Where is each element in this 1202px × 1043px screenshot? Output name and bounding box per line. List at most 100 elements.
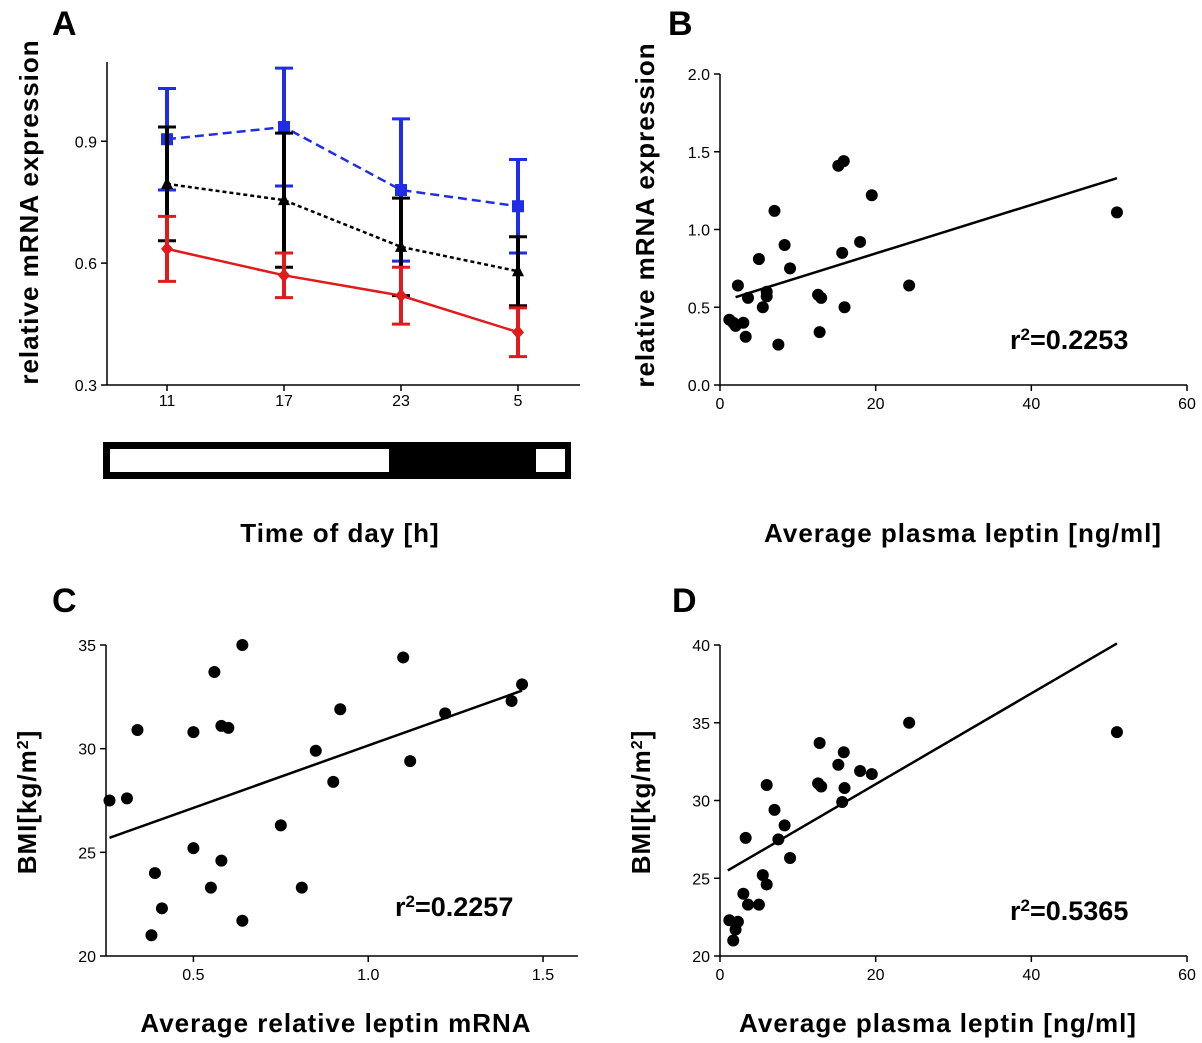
panel-b-ylabel: relative mRNA expression — [630, 42, 660, 387]
panel-a-light-segment — [536, 449, 565, 472]
panel-d-point — [760, 778, 773, 791]
panel-d-point — [731, 915, 744, 928]
panel-d-ytick-label: 40 — [692, 638, 710, 655]
panel-a-point — [395, 239, 407, 252]
panel-a-point — [512, 200, 524, 213]
panel-b-point — [731, 279, 744, 292]
panel-a-point — [512, 325, 524, 340]
panel-b-point — [756, 301, 769, 314]
panel-d-point — [739, 831, 752, 844]
panel-b-fit-line — [735, 176, 1118, 299]
panel-c-point — [222, 721, 235, 734]
panel-a-xtick-label: 5 — [514, 393, 523, 410]
panel-c-point — [309, 744, 322, 757]
panel-a-point — [278, 193, 290, 206]
panel-d-ytick-label: 30 — [692, 794, 710, 811]
panel-d-point — [815, 780, 828, 793]
panel-d-ytick-label: 25 — [692, 871, 710, 888]
panel-c-ytick-label: 35 — [78, 638, 96, 655]
panel-a-series-line — [166, 182, 519, 273]
panel-c-point — [404, 755, 417, 768]
panel-a-xtick-label: 23 — [392, 393, 410, 410]
panel-c-ytick-label: 25 — [78, 845, 96, 862]
panel-c-point — [505, 694, 518, 707]
panel-b-ytick-label: 1.0 — [688, 223, 710, 240]
panel-label-d: D — [672, 582, 697, 620]
panel-d-point — [854, 764, 867, 777]
panel-b-point — [768, 204, 781, 217]
panel-c-fit-line — [109, 689, 523, 839]
panel-a-point — [278, 121, 290, 134]
panel-c-point — [274, 819, 287, 832]
panel-b-point — [772, 338, 785, 351]
panel-d-xtick-label: 0 — [716, 967, 725, 984]
panel-d-point — [837, 746, 850, 759]
panel-d-xlabel: Average plasma leptin [ng/ml] — [739, 1008, 1137, 1038]
panel-b-point — [903, 279, 916, 292]
panel-b-ytick-label: 0.5 — [688, 300, 710, 317]
panel-c-xtick-label: 1.0 — [357, 967, 379, 984]
panel-d-point — [778, 819, 791, 832]
panel-b-point — [865, 189, 878, 202]
panel-d-point — [813, 736, 826, 749]
panel-a-xtick-label: 11 — [159, 393, 176, 410]
panel-a-light-segment — [110, 449, 389, 472]
panel-a-series-line — [166, 125, 519, 208]
panel-c-point — [187, 726, 200, 739]
panel-d-point — [737, 887, 750, 900]
panel-c-ylabel: BMI[kg/m2] — [12, 730, 42, 875]
panel-a-point — [395, 184, 407, 196]
panel-c-point — [155, 902, 168, 915]
panel-label-c: C — [52, 582, 77, 620]
panel-label-a: A — [52, 5, 77, 43]
panel-b-point — [815, 291, 828, 304]
panel-b-point — [760, 290, 773, 303]
panel-c-point — [295, 881, 308, 894]
panel-c-point — [215, 854, 228, 867]
panel-d-xtick-label: 40 — [1022, 967, 1040, 984]
panel-c-point — [148, 867, 161, 880]
panel-a-point — [395, 288, 407, 303]
panel-b-ytick-label: 0.0 — [688, 378, 710, 395]
panel-d-point — [760, 878, 773, 891]
panel-c-point — [236, 639, 249, 651]
panel-d-ylabel: BMI[kg/m2] — [626, 730, 656, 875]
panel-d-point — [727, 934, 740, 947]
panel-b-xlabel: Average plasma leptin [ng/ml] — [764, 518, 1162, 548]
panel-b-xtick-label: 20 — [867, 396, 885, 413]
panel-d-point — [756, 869, 769, 882]
panel-b-ytick-label: 1.5 — [688, 145, 710, 162]
panel-a-point — [161, 176, 173, 189]
panel-a-ytick-label: 0.9 — [75, 134, 97, 151]
panel-a-point — [278, 268, 290, 283]
panel-a-series-line — [166, 247, 519, 334]
panel-c-xlabel: Average relative leptin mRNA — [140, 1008, 531, 1038]
panel-b-xtick-label: 40 — [1022, 396, 1040, 413]
panel-b-point — [784, 262, 797, 275]
panel-b-point — [1110, 206, 1123, 219]
panel-d-fit-line — [727, 642, 1118, 872]
panel-b-point — [778, 239, 791, 252]
panel-c-point — [131, 724, 144, 737]
panel-d-ytick-label: 35 — [692, 716, 710, 733]
panel-b-point — [752, 253, 765, 266]
panel-c-point — [120, 792, 133, 805]
panel-c-point — [397, 651, 410, 664]
panel-label-b: B — [668, 5, 693, 43]
panel-c-point — [145, 929, 158, 942]
panel-b-ytick-label: 2.0 — [688, 67, 710, 84]
panel-d-point — [865, 768, 878, 781]
panel-c-ytick-label: 30 — [78, 742, 96, 759]
panel-c-point — [327, 775, 340, 788]
panel-c-ytick-label: 20 — [78, 949, 96, 966]
panel-b-r2: r2=0.2253 — [1010, 325, 1128, 356]
panel-b-point — [854, 235, 867, 248]
panel-d-xtick-label: 60 — [1178, 967, 1196, 984]
panel-b-point — [737, 316, 750, 329]
panel-c-point — [103, 794, 116, 807]
panel-d-xtick-label: 20 — [867, 967, 885, 984]
panel-c-r2: r2=0.2257 — [395, 892, 513, 923]
panel-c-point — [187, 842, 200, 855]
panel-c-point — [334, 703, 347, 716]
